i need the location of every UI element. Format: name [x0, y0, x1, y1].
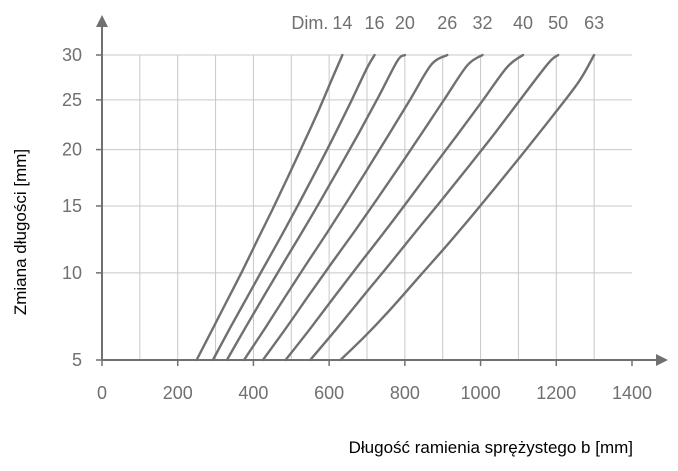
y-tick-label: 20 [62, 140, 82, 160]
series-line-dim-32 [261, 53, 484, 362]
x-tick-label: 600 [314, 383, 344, 403]
y-tick-label: 15 [62, 196, 82, 216]
dim-label-32: 32 [472, 13, 492, 33]
series-line-dim-14 [195, 53, 344, 362]
dim-label-20: 20 [395, 13, 415, 33]
dim-label-63: 63 [584, 13, 604, 33]
y-axis-arrow [96, 15, 108, 27]
series-line-dim-63 [339, 53, 596, 362]
x-tick-label: 400 [238, 383, 268, 403]
x-tick-label: 0 [97, 383, 107, 403]
series-line-dim-16 [211, 53, 376, 362]
y-tick-label: 30 [62, 45, 82, 65]
y-tick-label: 10 [62, 263, 82, 283]
x-axis-title: Długość ramienia sprężystego b [mm] [349, 438, 633, 457]
dim-label-14: 14 [332, 13, 352, 33]
dim-label-40: 40 [513, 13, 533, 33]
y-tick-label: 25 [62, 90, 82, 110]
x-tick-label: 1200 [536, 383, 576, 403]
x-tick-label: 1000 [461, 383, 501, 403]
labels-layer: 5 10 15 20 25 30 0 200 400 600 800 1000 1200 1400 Dim.… [62, 13, 652, 403]
series-line-dim-26 [242, 53, 449, 362]
dim-label-16: 16 [365, 13, 385, 33]
x-axis-arrow [656, 354, 668, 366]
x-tick-label: 200 [163, 383, 193, 403]
x-tick-label: 800 [390, 383, 420, 403]
y-tick-label: 5 [72, 350, 82, 370]
dim-label-50: 50 [548, 13, 568, 33]
dim-label-26: 26 [437, 13, 457, 33]
series-line-dim-20 [225, 53, 407, 362]
x-tick-label: 1400 [612, 383, 652, 403]
series-layer [195, 53, 596, 362]
dim-label-prefix: Dim. [291, 13, 328, 33]
y-axis-title: Zmiana długości [mm] [11, 149, 30, 315]
series-line-dim-40 [284, 53, 525, 362]
series-line-dim-50 [309, 53, 560, 362]
grid-layer [102, 54, 632, 361]
axes-layer [96, 15, 668, 366]
